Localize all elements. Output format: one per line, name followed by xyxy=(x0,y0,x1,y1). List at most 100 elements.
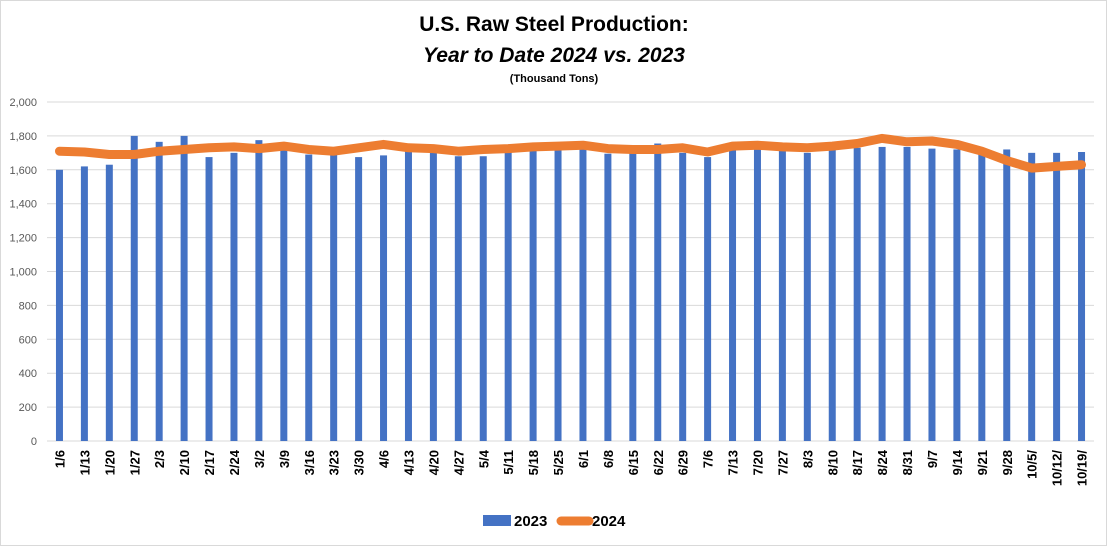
bar-2023 xyxy=(130,135,138,441)
x-tick-label: 9/14 xyxy=(950,449,965,475)
x-tick-label: 10/12/ xyxy=(1050,450,1065,487)
x-tick-label: 8/24 xyxy=(875,449,890,475)
x-tick-label: 6/29 xyxy=(676,450,691,475)
bar-2023 xyxy=(704,157,712,441)
x-tick-label: 3/2 xyxy=(252,450,267,468)
bar-2023 xyxy=(180,135,188,441)
bar-2023 xyxy=(953,149,961,441)
bar-2023 xyxy=(1078,152,1086,441)
x-tick-label: 3/23 xyxy=(327,450,342,475)
bar-2023 xyxy=(454,156,462,442)
x-tick-label: 8/17 xyxy=(850,450,865,475)
y-tick-label: 400 xyxy=(19,368,37,380)
bar-2023 xyxy=(155,141,163,441)
series-line-2024 xyxy=(55,133,1086,173)
x-tick-label: 3/16 xyxy=(302,450,317,475)
bars-2023 xyxy=(55,135,1086,442)
bar-2023 xyxy=(828,149,836,441)
bar-2023 xyxy=(778,149,786,441)
x-tick-label: 4/27 xyxy=(451,450,466,475)
y-tick-label: 200 xyxy=(19,402,37,414)
legend-swatch-2023 xyxy=(483,515,511,526)
x-tick-label: 5/25 xyxy=(551,450,566,475)
x-tick-label: 1/13 xyxy=(77,450,92,475)
x-tick-label: 6/1 xyxy=(576,450,591,468)
chart-unit-note: (Thousand Tons) xyxy=(510,73,599,85)
x-tick-label: 1/27 xyxy=(127,450,142,475)
x-tick-label: 10/5/ xyxy=(1025,450,1040,479)
x-tick-label: 7/27 xyxy=(775,450,790,475)
bar-2023 xyxy=(429,152,437,441)
y-tick-label: 1,600 xyxy=(9,165,37,177)
bar-2023 xyxy=(380,155,388,441)
bar-2023 xyxy=(1053,152,1061,441)
x-tick-label: 3/30 xyxy=(352,450,367,475)
x-tick-label: 2/24 xyxy=(227,449,242,475)
legend: 2023 2024 xyxy=(483,513,626,530)
x-tick-label: 6/15 xyxy=(626,450,641,475)
bar-2023 xyxy=(305,154,313,442)
bar-2023 xyxy=(330,154,338,442)
x-tick-label: 7/20 xyxy=(750,450,765,475)
x-tick-label: 2/3 xyxy=(152,450,167,468)
y-axis-ticks: 0 200 400 600 800 1,000 1,200 1,400 1,600 1,800 2,… xyxy=(9,97,37,448)
x-tick-label: 9/28 xyxy=(1000,450,1015,475)
bar-2023 xyxy=(629,145,637,441)
bar-2023 xyxy=(255,140,263,441)
bar-2023 xyxy=(230,152,238,441)
x-axis-ticks: 1/6 1/13 1/20 1/27 2/3 2/10 2/17 2/24 3/2 3/9 3/16… xyxy=(52,449,1089,486)
bar-2023 xyxy=(280,149,288,441)
x-tick-label: 4/20 xyxy=(426,450,441,475)
bar-2023 xyxy=(479,156,487,442)
bar-2023 xyxy=(404,150,412,441)
y-tick-label: 800 xyxy=(19,300,37,312)
bar-2023 xyxy=(529,150,537,441)
x-tick-label: 8/3 xyxy=(800,450,815,468)
bar-2023 xyxy=(878,146,886,442)
y-tick-label: 1,000 xyxy=(9,267,37,279)
y-tick-label: 1,800 xyxy=(9,131,37,143)
x-tick-label: 2/10 xyxy=(177,450,192,475)
legend-label-2023: 2023 xyxy=(514,513,547,530)
y-tick-label: 1,400 xyxy=(9,199,37,211)
x-tick-label: 7/13 xyxy=(726,450,741,475)
x-tick-label: 2/17 xyxy=(202,450,217,475)
x-tick-label: 3/9 xyxy=(277,450,292,468)
gridlines xyxy=(47,101,1094,442)
bar-2023 xyxy=(679,152,687,441)
x-tick-label: 6/8 xyxy=(601,450,616,468)
bar-2023 xyxy=(903,146,911,442)
bar-2023 xyxy=(355,157,363,441)
bar-2023 xyxy=(55,169,63,442)
x-tick-label: 4/13 xyxy=(401,450,416,475)
y-tick-label: 0 xyxy=(31,436,37,448)
chart-subtitle: Year to Date 2024 vs. 2023 xyxy=(423,44,685,67)
legend-label-2024: 2024 xyxy=(592,513,626,530)
bar-2023 xyxy=(1003,149,1011,441)
y-tick-label: 1,200 xyxy=(9,233,37,245)
line-2024 xyxy=(55,133,1086,173)
bar-2023 xyxy=(729,149,737,441)
bar-2023 xyxy=(554,150,562,441)
bar-2023 xyxy=(205,157,213,441)
bar-2023 xyxy=(504,151,512,441)
x-tick-label: 8/31 xyxy=(900,450,915,475)
chart-title: U.S. Raw Steel Production: xyxy=(419,13,689,36)
bar-2023 xyxy=(105,164,113,441)
x-tick-label: 4/6 xyxy=(377,450,392,468)
x-tick-label: 6/22 xyxy=(651,450,666,475)
bar-2023 xyxy=(753,147,761,441)
bar-2023 xyxy=(579,149,587,441)
x-tick-label: 5/11 xyxy=(501,450,516,475)
x-tick-label: 7/6 xyxy=(701,450,716,468)
y-tick-label: 600 xyxy=(19,334,37,346)
bar-2023 xyxy=(978,154,986,442)
bar-2023 xyxy=(80,166,88,441)
x-tick-label: 9/21 xyxy=(975,450,990,475)
bar-2023 xyxy=(853,147,861,441)
x-tick-label: 8/10 xyxy=(825,450,840,475)
bar-2023 xyxy=(1028,152,1036,441)
bar-2023 xyxy=(928,148,936,442)
